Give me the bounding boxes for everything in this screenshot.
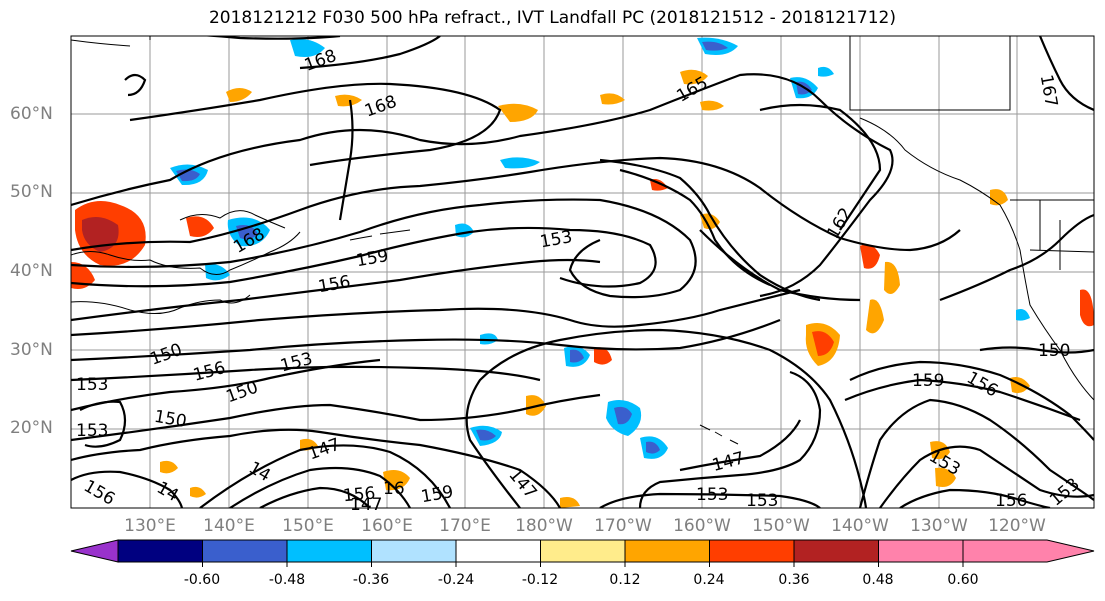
colorbar-swatch xyxy=(540,539,626,563)
contour-label: 147 xyxy=(350,495,382,515)
colorbar-swatch xyxy=(878,539,964,563)
contour-label: 153 xyxy=(76,375,108,395)
lon-label-140e: 140°E xyxy=(203,516,255,536)
lat-label-30n: 30°N xyxy=(10,340,53,360)
contour-label: 159 xyxy=(419,482,454,507)
lon-label-180w: 180°W xyxy=(515,516,573,536)
lon-label-150w: 150°W xyxy=(752,516,810,536)
colorbar-swatch xyxy=(709,539,795,563)
contour-label: 16 xyxy=(383,479,405,499)
lon-label-120w: 120°W xyxy=(988,516,1046,536)
contour-label: 153 xyxy=(76,421,108,441)
contour-label: 153 xyxy=(1046,474,1084,510)
lon-label-140w: 140°W xyxy=(831,516,889,536)
height-contours xyxy=(71,36,1094,508)
map-frame xyxy=(70,35,1095,509)
contour-label: 156 xyxy=(342,484,376,507)
map-title: 2018121212 F030 500 hPa refract., IVT La… xyxy=(208,8,896,28)
contour-label: 153 xyxy=(278,349,315,377)
colorbar-extend-max xyxy=(962,539,1095,563)
lon-label-130w: 130°W xyxy=(910,516,968,536)
colorbar-tick-label: -0.36 xyxy=(352,572,390,588)
colorbar-tick-label: -0.48 xyxy=(268,572,306,588)
contour-label: 168 xyxy=(362,92,399,122)
colorbar-swatch xyxy=(286,539,372,563)
colorbar-tick-label: 0.48 xyxy=(862,572,894,588)
colorbar-swatch xyxy=(371,539,457,563)
contour-label: 156 xyxy=(80,476,118,510)
colorbar-swatch xyxy=(202,539,288,563)
colorbar-swatch xyxy=(624,539,710,563)
colorbar-swatch xyxy=(117,539,203,563)
lon-label-160e: 160°E xyxy=(361,516,413,536)
coastlines xyxy=(71,36,1094,445)
colorbar-tick-label: -0.12 xyxy=(521,572,559,588)
colorbar-swatch xyxy=(455,539,541,563)
lat-label-50n: 50°N xyxy=(10,182,53,202)
contour-label: 159 xyxy=(355,246,390,271)
contour-label: 153 xyxy=(538,227,573,252)
contour-label: 156 xyxy=(191,358,228,386)
lat-label-40n: 40°N xyxy=(10,261,53,281)
contour-label: 159 xyxy=(912,371,944,391)
contour-label: 147 xyxy=(504,465,540,503)
colorbar-tick-label: 0.36 xyxy=(778,572,810,588)
colorbar-swatch xyxy=(793,539,879,563)
lon-label-150e: 150°E xyxy=(282,516,334,536)
contour-label: 156 xyxy=(995,491,1027,511)
lon-label-160w: 160°W xyxy=(673,516,731,536)
contour-label: 153 xyxy=(696,485,728,505)
lat-label-20n: 20°N xyxy=(10,418,53,438)
contour-label: 147 xyxy=(710,448,747,476)
lat-label-60n: 60°N xyxy=(10,104,53,124)
colorbar-tick-label: 0.60 xyxy=(947,572,979,588)
colorbar-tick-label: -0.60 xyxy=(183,572,221,588)
colorbar-tick-label: -0.24 xyxy=(437,572,475,588)
contour-label: 150 xyxy=(148,340,185,370)
colorbar xyxy=(70,539,1095,567)
contour-label: 14 xyxy=(153,478,182,506)
contour-label: 150 xyxy=(1038,341,1070,361)
contour-label: 153 xyxy=(746,491,778,511)
lon-label-170e: 170°E xyxy=(439,516,491,536)
contour-label: 147 xyxy=(306,435,343,465)
colorbar-tick-label: 0.12 xyxy=(609,572,641,588)
contour-label: 167 xyxy=(1036,73,1061,108)
contour-label: 14 xyxy=(245,458,274,486)
contour-label: 156 xyxy=(317,272,352,297)
colorbar-tick-label: 0.24 xyxy=(693,572,725,588)
lon-label-130e: 130°E xyxy=(124,516,176,536)
colorbar-extend-min xyxy=(70,539,119,563)
lon-label-170w: 170°W xyxy=(594,516,652,536)
